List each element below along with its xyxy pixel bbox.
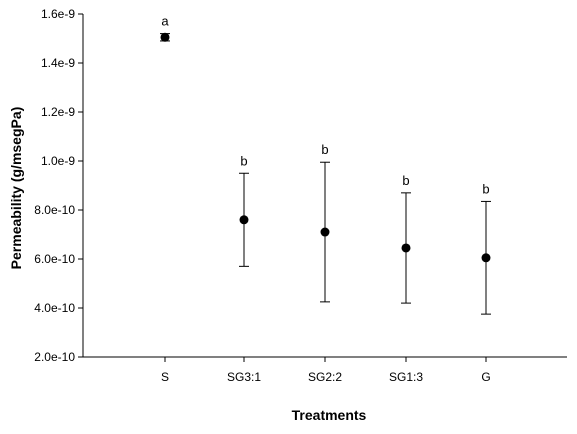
x-tick-label: SG3:1 bbox=[227, 370, 261, 384]
y-tick-label: 2.0e-10 bbox=[34, 350, 75, 364]
data-point bbox=[481, 253, 491, 263]
significance-letter: b bbox=[402, 173, 409, 188]
x-tick-label: S bbox=[161, 370, 169, 384]
x-ticks: S SG3:1 SG2:2 SG1:3 G bbox=[161, 357, 491, 384]
x-tick-label: SG1:3 bbox=[389, 370, 423, 384]
significance-letter: b bbox=[321, 142, 328, 157]
data-point bbox=[401, 243, 411, 253]
x-tick-label: G bbox=[481, 370, 490, 384]
x-axis-title: Treatments bbox=[292, 407, 367, 423]
y-tick-label: 8.0e-10 bbox=[34, 203, 75, 217]
data-point bbox=[239, 215, 249, 225]
data-point bbox=[160, 32, 170, 42]
significance-letter: b bbox=[240, 153, 247, 168]
y-tick-label: 1.6e-9 bbox=[41, 7, 75, 21]
y-tick-label: 6.0e-10 bbox=[34, 252, 75, 266]
significance-letters: a b b b b bbox=[161, 14, 489, 197]
y-axis-title: Permeability (g/msegPa) bbox=[8, 107, 24, 270]
y-tick-label: 1.2e-9 bbox=[41, 105, 75, 119]
significance-letter: b bbox=[482, 181, 489, 196]
y-tick-label: 4.0e-10 bbox=[34, 301, 75, 315]
y-tick-label: 1.0e-9 bbox=[41, 154, 75, 168]
data-point bbox=[320, 227, 330, 237]
y-ticks: 2.0e-10 4.0e-10 6.0e-10 8.0e-10 1.0e-9 1.2e-9… bbox=[34, 7, 83, 364]
error-bars bbox=[160, 33, 491, 315]
y-tick-label: 1.4e-9 bbox=[41, 56, 75, 70]
data-points bbox=[160, 32, 491, 263]
x-tick-label: SG2:2 bbox=[308, 370, 342, 384]
significance-letter: a bbox=[161, 14, 169, 29]
